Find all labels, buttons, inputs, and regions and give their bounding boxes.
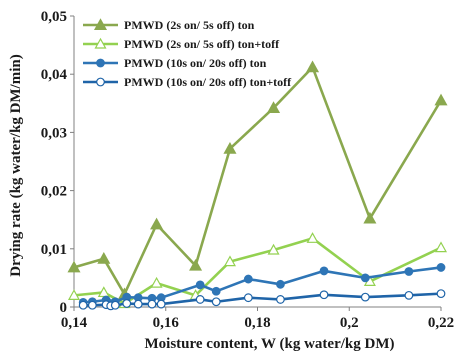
- legend-swatch-marker: [93, 18, 108, 30]
- y-tick-label: 0,01: [41, 242, 67, 258]
- data-point: [122, 299, 132, 308]
- legend-swatch-marker: [96, 58, 105, 68]
- data-point: [67, 260, 81, 273]
- data-point: [110, 300, 120, 310]
- data-point: [67, 289, 81, 300]
- data-point: [87, 300, 97, 310]
- y-axis-title: Drying rate (kg water/kg DM/min): [8, 54, 24, 276]
- data-point: [404, 290, 414, 300]
- data-point: [360, 292, 370, 302]
- series-1: [67, 60, 448, 300]
- data-point: [150, 217, 164, 230]
- data-point: [78, 300, 88, 310]
- data-point: [223, 141, 237, 154]
- y-axis-ticks: 0 0,01 0,02 0,03 0,04 0,05: [41, 9, 74, 316]
- data-point: [276, 295, 285, 304]
- series-4: [78, 289, 446, 311]
- y-tick-label: 0,04: [41, 67, 68, 83]
- data-point: [147, 299, 157, 309]
- data-point: [211, 297, 221, 307]
- data-point: [267, 101, 281, 113]
- data-point: [223, 255, 236, 267]
- x-tick-label: 0,2: [340, 315, 359, 331]
- data-point: [156, 299, 166, 309]
- legend-item: PMWD (10s on/ 20s off) ton+toff: [83, 75, 292, 89]
- data-point: [363, 211, 377, 224]
- legend-swatch-marker: [94, 37, 107, 49]
- series-layer: [67, 60, 448, 311]
- data-point: [267, 243, 280, 255]
- legend: PMWD (2s on/ 5s off) ton PMWD (2s on/ 5s …: [83, 18, 292, 89]
- data-point: [436, 289, 446, 299]
- legend-label: PMWD (2s on/ 5s off) ton+toff: [124, 37, 280, 51]
- data-point: [97, 251, 111, 264]
- data-point: [434, 241, 448, 253]
- legend-swatch-marker: [96, 77, 105, 87]
- data-point: [133, 299, 143, 309]
- data-point: [306, 60, 320, 73]
- y-tick-label: 0: [60, 300, 68, 316]
- data-point: [319, 290, 329, 300]
- x-tick-label: 0,22: [428, 315, 454, 331]
- legend-item: PMWD (2s on/ 5s off) ton+toff: [83, 37, 280, 51]
- legend-label: PMWD (2s on/ 5s off) ton: [124, 18, 255, 32]
- data-point: [195, 295, 205, 304]
- x-tick-label: 0,16: [153, 315, 180, 331]
- legend-label: PMWD (10s on/ 20s off) ton+toff: [124, 75, 292, 89]
- x-tick-label: 0,18: [244, 315, 270, 331]
- data-point: [404, 267, 414, 276]
- data-point: [189, 258, 203, 271]
- legend-item: PMWD (2s on/ 5s off) ton: [83, 18, 255, 32]
- y-tick-label: 0,05: [41, 9, 67, 25]
- x-axis-title: Moisture content, W (kg water/kg DM): [145, 336, 395, 352]
- data-point: [360, 273, 370, 283]
- data-point: [319, 266, 329, 276]
- legend-item: PMWD (10s on/ 20s off) ton: [83, 56, 267, 70]
- data-point: [434, 93, 448, 106]
- legend-label: PMWD (10s on/ 20s off) ton: [124, 56, 267, 70]
- data-point: [195, 280, 205, 290]
- data-point: [243, 293, 253, 303]
- data-point: [150, 276, 163, 288]
- data-point: [436, 263, 446, 272]
- series-line: [73, 65, 443, 296]
- data-point: [211, 286, 221, 296]
- x-axis-ticks: 0,14 0,16 0,18 0,2 0,22: [61, 307, 454, 331]
- y-tick-label: 0,02: [41, 184, 67, 200]
- x-tick-label: 0,14: [61, 315, 88, 331]
- data-point: [243, 274, 253, 284]
- data-point: [276, 279, 285, 289]
- y-tick-label: 0,03: [41, 125, 67, 141]
- data-point: [306, 232, 319, 243]
